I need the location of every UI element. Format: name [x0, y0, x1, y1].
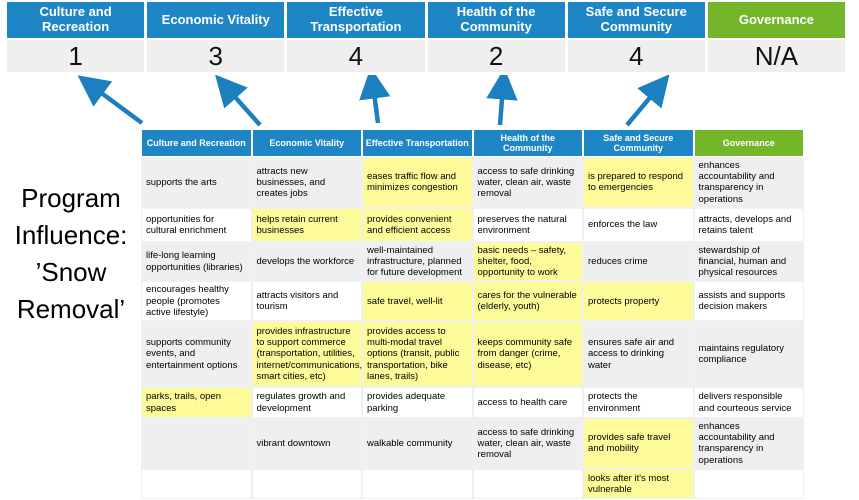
matrix-cell-r2-c2-highlighted: helps retain current businesses: [252, 208, 361, 241]
matrix-cell-r7-c6: enhances accountability and transparency…: [694, 419, 803, 468]
matrix-row-4: encourages healthy people (promotes acti…: [142, 282, 803, 321]
matrix-column-header-governance: Governance: [694, 130, 803, 156]
score-arrows: [77, 75, 670, 127]
matrix-row-6: parks, trails, open spaces regulates grow…: [142, 388, 803, 418]
matrix-cell-r1-c2: attracts new businesses, and creates job…: [252, 158, 361, 207]
banner-header-effective-transportation: Effective Transportation: [287, 2, 425, 38]
matrix-cell-r1-c6: enhances accountability and transparency…: [694, 158, 803, 207]
matrix-cell-r7-c4: access to safe drinking water, clean air…: [473, 419, 582, 468]
matrix-column-header-culture-and-recreation: Culture and Recreation: [142, 130, 251, 156]
matrix-column-header-economic-vitality: Economic Vitality: [252, 130, 361, 156]
matrix-cell-r3-c6: stewardship of financial, human and phys…: [694, 242, 803, 281]
page-title: Program Influence: ’Snow Removal’: [14, 183, 128, 324]
matrix-cell-r4-c4-highlighted: cares for the vulnerable (elderly, youth…: [473, 282, 582, 321]
matrix-cell-r8-c6: [694, 469, 803, 498]
matrix-cell-r6-c2: regulates growth and development: [252, 388, 361, 418]
matrix-cell-r1-c5-highlighted: is prepared to respond to emergencies: [584, 158, 693, 207]
matrix-cell-r3-c5: reduces crime: [584, 242, 693, 281]
banner-score-governance: N/A: [707, 40, 845, 72]
matrix-cell-r3-c2: develops the workforce: [252, 242, 361, 281]
matrix-row-8: looks after it's most vulnerable: [142, 469, 803, 498]
banner-score-culture-and-recreation: 1: [7, 40, 145, 72]
matrix-row-7: vibrant downtown walkable community access…: [142, 419, 803, 468]
arrow-culture-and-recreation: [77, 75, 144, 125]
matrix-cell-r2-c4: preserves the natural environment: [473, 208, 582, 241]
banner-header-governance: Governance: [707, 2, 845, 38]
matrix-cell-r2-c5: enforces the law: [584, 208, 693, 241]
matrix-column-header-safe-and-secure-community: Safe and Secure Community: [584, 130, 693, 156]
matrix-cell-r5-c2-highlighted: provides infrastructure to support comme…: [252, 322, 362, 387]
matrix-cell-r6-c3: provides adequate parking: [363, 388, 472, 418]
matrix-cell-r7-c2: vibrant downtown: [252, 419, 361, 468]
matrix-row-2: opportunities for cultural enrichment hel…: [142, 208, 803, 241]
matrix-cell-r7-c3: walkable community: [363, 419, 472, 468]
arrow-effective-transportation: [359, 75, 391, 124]
matrix-cell-r5-c6: maintains regulatory compliance: [694, 322, 803, 387]
matrix-cell-r4-c6: assists and supports decision makers: [694, 282, 803, 321]
banner-header-safe-and-secure-community: Safe and Secure Community: [567, 2, 705, 38]
matrix-cell-r4-c5-highlighted: protects property: [584, 282, 693, 321]
banner-score-effective-transportation: 4: [287, 40, 425, 72]
matrix-cell-r6-c4: access to health care: [473, 388, 582, 418]
matrix-cell-r1-c3-highlighted: eases traffic flow and minimizes congest…: [363, 158, 472, 207]
matrix-cell-r4-c2: attracts visitors and tourism: [252, 282, 361, 321]
banner-score-safe-and-secure-community: 4: [567, 40, 705, 72]
matrix-cell-r5-c5: ensures safe air and access to drinking …: [584, 322, 693, 387]
matrix-cell-r3-c3: well-maintained infrastructure, planned …: [363, 242, 472, 281]
matrix-cell-r5-c4-highlighted: keeps community safe from danger (crime,…: [473, 322, 582, 387]
banner-header-health-of-the-community: Health of the Community: [427, 2, 565, 38]
matrix-cell-r6-c5: protects the environment: [584, 388, 693, 418]
arrow-safe-and-secure-community: [625, 75, 670, 127]
matrix-cell-r8-c3: [363, 469, 472, 498]
matrix-cell-r2-c3-highlighted: provides convenient and efficient access: [363, 208, 472, 241]
matrix-cell-r8-c1: [142, 469, 251, 498]
matrix-cell-r8-c2: [252, 469, 361, 498]
matrix-cell-r4-c1: encourages healthy people (promotes acti…: [142, 282, 251, 321]
matrix-column-header-health-of-the-community: Health of the Community: [473, 130, 582, 156]
arrow-health-of-the-community: [486, 75, 518, 126]
matrix-cell-r2-c6: attracts, develops and retains talent: [694, 208, 803, 241]
matrix-header-row: Culture and Recreation Economic Vitality E…: [142, 130, 803, 156]
banner-header-culture-and-recreation: Culture and Recreation: [7, 2, 145, 38]
matrix-cell-r7-c1: [142, 419, 251, 468]
program-influence-matrix: Culture and Recreation Economic Vitality E…: [140, 128, 805, 500]
matrix-row-5: supports community events, and entertain…: [142, 322, 803, 387]
matrix-cell-r8-c5-highlighted: looks after it's most vulnerable: [584, 469, 693, 498]
matrix-row-3: life-long learning opportunities (librar…: [142, 242, 803, 281]
matrix-cell-r3-c4-highlighted: basic needs – safety, shelter, food, opp…: [473, 242, 582, 281]
matrix-cell-r2-c1: opportunities for cultural enrichment: [142, 208, 251, 241]
matrix-cell-r3-c1: life-long learning opportunities (librar…: [142, 242, 251, 281]
matrix-cell-r6-c1-highlighted: parks, trails, open spaces: [142, 388, 251, 418]
banner-header-economic-vitality: Economic Vitality: [147, 2, 285, 38]
priority-banner: Culture and Recreation Economic Vitality E…: [7, 2, 845, 72]
matrix-cell-r1-c1: supports the arts: [142, 158, 251, 207]
matrix-cell-r6-c6: delivers responsible and courteous servi…: [694, 388, 803, 418]
matrix-cell-r8-c4: [473, 469, 582, 498]
banner-score-economic-vitality: 3: [147, 40, 285, 72]
matrix-cell-r5-c3-highlighted: provides access to multi-modal travel op…: [363, 322, 472, 387]
matrix-row-1: supports the arts attracts new businesses…: [142, 158, 803, 207]
matrix-column-header-effective-transportation: Effective Transportation: [363, 130, 472, 156]
matrix-cell-r5-c1: supports community events, and entertain…: [142, 322, 251, 387]
banner-score-health-of-the-community: 2: [427, 40, 565, 72]
matrix-cell-r4-c3-highlighted: safe travel, well-lit: [363, 282, 472, 321]
matrix-cell-r1-c4: access to safe drinking water, clean air…: [473, 158, 582, 207]
arrow-economic-vitality: [215, 75, 262, 127]
matrix-cell-r7-c5-highlighted: provides safe travel and mobility: [584, 419, 693, 468]
matrix-body: supports the arts attracts new businesses…: [142, 158, 803, 498]
